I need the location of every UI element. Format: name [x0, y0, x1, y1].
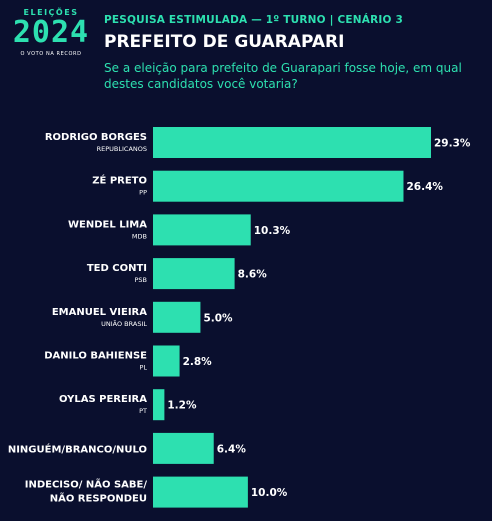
bar-value-label-3: 8.6% [238, 269, 268, 281]
candidate-name-2: WENDEL LIMA [68, 219, 147, 230]
candidate-name-7: NINGUÉM/BRANCO/NULO [8, 442, 147, 455]
bar-0 [153, 127, 431, 158]
page-title: PREFEITO DE GUARAPARI [104, 32, 345, 52]
candidate-name-8-1: NÃO RESPONDEU [50, 492, 147, 505]
logo-subtitle: O VOTO NA RECORD [20, 51, 82, 57]
candidate-name-1: ZÉ PRETO [92, 174, 147, 187]
candidate-party-0: REPUBLICANOS [97, 145, 147, 153]
bar-1 [153, 170, 404, 202]
logo-year: 2024 [12, 15, 90, 50]
bar-value-label-8: 10.0% [251, 487, 288, 499]
candidate-name-6: OYLAS PEREIRA [59, 394, 147, 405]
bar-7 [153, 432, 214, 464]
bar-value-label-0: 29.3% [434, 138, 471, 150]
bar-value-label-5: 2.8% [183, 356, 213, 368]
bar-4 [153, 301, 201, 333]
bar-value-label-7: 6.4% [217, 443, 247, 455]
bar-6 [153, 389, 165, 421]
poll-kicker: PESQUISA ESTIMULADA — 1º TURNO | CENÁRIO… [104, 14, 403, 26]
candidate-name-8-0: INDECISO/ NÃO SABE/ [25, 478, 148, 491]
candidate-party-5: PL [139, 364, 147, 372]
poll-question: Se a eleição para prefeito de Guarapari … [104, 61, 462, 91]
bar-5 [153, 345, 180, 377]
bar-value-label-4: 5.0% [203, 312, 233, 324]
candidate-party-3: PSB [134, 276, 147, 284]
candidate-party-1: PP [139, 189, 147, 197]
bar-8 [153, 476, 248, 508]
candidate-name-5: DANILO BAHIENSE [44, 351, 147, 362]
candidate-name-0: RODRIGO BORGES [45, 132, 147, 143]
logo-top-text: ELEIÇÕES [23, 8, 79, 17]
bar-value-label-2: 10.3% [254, 225, 291, 237]
candidate-party-4: UNIÃO BRASIL [101, 319, 147, 328]
candidate-name-4: EMANUEL VIEIRA [52, 307, 147, 318]
eleicoes-2024-logo: ELEIÇÕES 2024 O VOTO NA RECORD [12, 8, 90, 60]
bar-value-label-1: 26.4% [406, 181, 443, 193]
bar-value-label-6: 1.2% [167, 400, 197, 412]
bar-3 [153, 258, 235, 290]
candidate-name-3: TED CONTI [87, 263, 147, 274]
bar-2 [153, 214, 251, 246]
candidate-party-2: MDB [132, 232, 147, 240]
candidate-party-6: PT [139, 407, 147, 415]
